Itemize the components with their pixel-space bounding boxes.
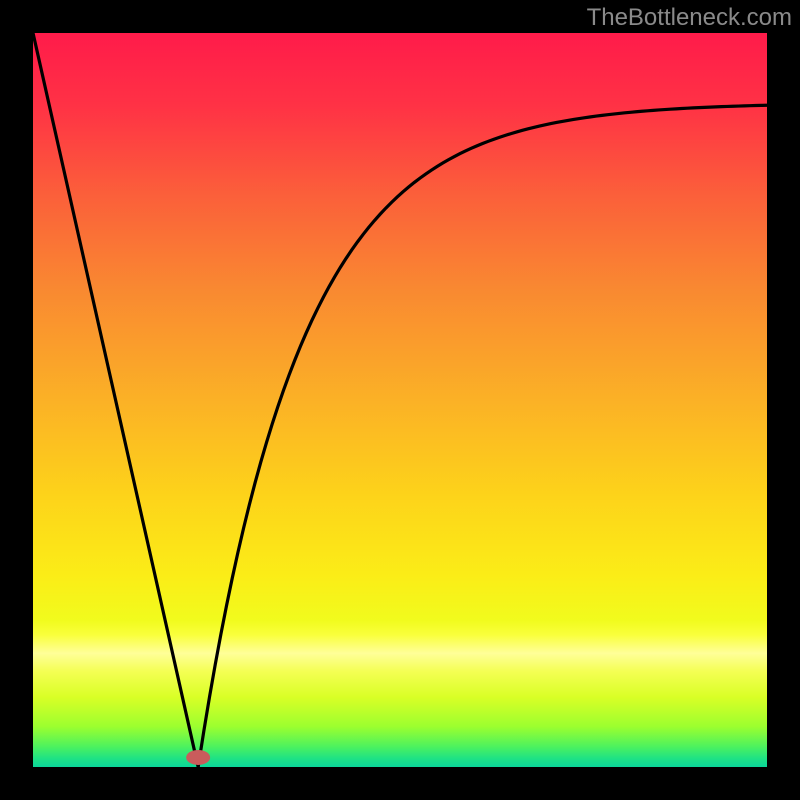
plot-area — [33, 33, 767, 767]
chart-container: TheBottleneck.com — [0, 0, 800, 800]
watermark-text: TheBottleneck.com — [587, 4, 792, 32]
